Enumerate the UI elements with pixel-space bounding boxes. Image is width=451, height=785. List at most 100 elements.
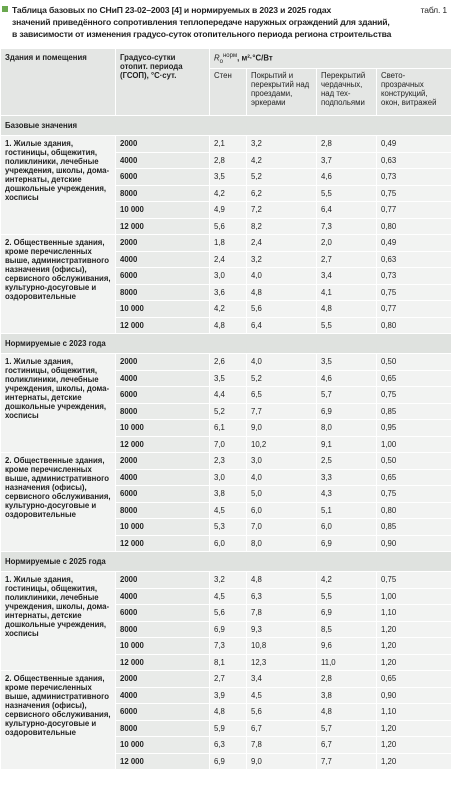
attic-value: 7,3	[316, 217, 377, 235]
gsop-value: 12 000	[115, 653, 210, 671]
walls-value: 3,0	[209, 468, 247, 486]
header-column: Свето-прозрачных конструкций, окон, витр…	[375, 68, 451, 116]
windows-value: 0,63	[375, 250, 451, 268]
windows-value: 0,75	[375, 571, 451, 589]
walls-value: 6,3	[209, 736, 247, 754]
gsop-value: 12 000	[115, 435, 210, 453]
roofs-value: 5,6	[246, 703, 317, 721]
data-row: 4000 3,0 4,0 3,3 0,65	[1, 468, 451, 486]
windows-value: 0,50	[375, 353, 451, 371]
data-row: 8000 4,2 6,2 5,5 0,75	[1, 184, 451, 202]
roofs-value: 5,2	[246, 369, 317, 387]
attic-value: 4,8	[316, 300, 377, 318]
gsop-value: 12 000	[115, 752, 210, 770]
gsop-value: 2000	[115, 670, 210, 688]
roofs-value: 4,5	[246, 686, 317, 704]
gsop-value: 2000	[115, 571, 210, 589]
walls-value: 4,8	[209, 703, 247, 721]
attic-value: 6,4	[316, 201, 377, 219]
attic-value: 4,2	[316, 571, 377, 589]
gsop-value: 10 000	[115, 637, 210, 655]
r-sup: норм	[222, 53, 238, 59]
group-label: 1. Жилые здания, гостиницы, общежития, п…	[0, 571, 116, 671]
gsop-value: 4000	[115, 151, 210, 169]
roofs-value: 5,2	[246, 168, 317, 186]
attic-value: 9,1	[316, 435, 377, 453]
windows-value: 1,10	[375, 703, 451, 721]
gsop-value: 12 000	[115, 534, 210, 552]
windows-value: 1,20	[375, 719, 451, 737]
roofs-value: 4,8	[246, 283, 317, 301]
attic-value: 5,5	[316, 316, 377, 334]
group-label: 1. Жилые здания, гостиницы, общежития, п…	[0, 353, 116, 453]
data-row: 6000 3,0 4,0 3,4 0,73	[1, 267, 451, 285]
section-title: Базовые значения	[0, 115, 451, 136]
windows-value: 0,75	[375, 386, 451, 404]
windows-value: 0,85	[375, 402, 451, 420]
group-label: 2. Общественные здания, кроме перечислен…	[0, 234, 116, 334]
walls-value: 2,8	[209, 151, 247, 169]
header-resistance: Rонорм, м²·°С/Вт	[208, 48, 451, 69]
gsop-value: 6000	[115, 267, 210, 285]
walls-value: 2,3	[209, 452, 247, 470]
roofs-value: 9,0	[246, 419, 317, 437]
walls-value: 2,7	[209, 670, 247, 688]
walls-value: 7,0	[209, 435, 247, 453]
gsop-value: 4000	[115, 369, 210, 387]
data-row: 1. Жилые здания, гостиницы, общежития, п…	[0, 571, 451, 671]
data-row: 10 000 6,3 7,8 6,7 1,20	[1, 736, 451, 754]
windows-value: 0,65	[375, 468, 451, 486]
attic-value: 4,6	[316, 369, 377, 387]
roofs-value: 2,4	[246, 234, 317, 252]
roofs-value: 6,0	[246, 501, 317, 519]
attic-value: 7,7	[316, 752, 377, 770]
walls-value: 2,1	[209, 135, 247, 153]
data-row: 10 000 5,3 7,0 6,0 0,85	[1, 518, 451, 536]
walls-value: 6,1	[209, 419, 247, 437]
roofs-value: 5,6	[246, 300, 317, 318]
roofs-value: 4,0	[246, 468, 317, 486]
gsop-value: 10 000	[115, 419, 210, 437]
windows-value: 1,00	[375, 435, 451, 453]
walls-value: 6,0	[209, 534, 247, 552]
gsop-value: 12 000	[115, 217, 210, 235]
walls-value: 4,9	[209, 201, 247, 219]
attic-value: 6,9	[316, 534, 377, 552]
windows-value: 0,65	[375, 670, 451, 688]
roofs-value: 7,0	[246, 518, 317, 536]
walls-value: 4,5	[209, 501, 247, 519]
data-row: 8000 4,5 6,0 5,1 0,80	[1, 501, 451, 519]
windows-value: 0,63	[375, 151, 451, 169]
roofs-value: 7,7	[246, 402, 317, 420]
attic-value: 3,5	[316, 353, 377, 371]
gsop-value: 4000	[115, 686, 210, 704]
attic-value: 5,1	[316, 501, 377, 519]
group-label: 1. Жилые здания, гостиницы, общежития, п…	[0, 135, 116, 235]
gsop-value: 8000	[115, 184, 210, 202]
attic-value: 2,5	[316, 452, 377, 470]
walls-value: 8,1	[209, 653, 247, 671]
roofs-value: 8,2	[246, 217, 317, 235]
roofs-value: 4,2	[246, 151, 317, 169]
windows-value: 1,20	[375, 637, 451, 655]
walls-value: 5,9	[209, 719, 247, 737]
header-buildings: Здания и помещения	[0, 48, 116, 116]
gsop-value: 4000	[115, 468, 210, 486]
windows-value: 0,80	[375, 316, 451, 334]
attic-value: 4,6	[316, 168, 377, 186]
group-label: 2. Общественные здания, кроме перечислен…	[0, 452, 116, 552]
caption-marker	[2, 6, 8, 12]
windows-value: 0,90	[375, 534, 451, 552]
gsop-value: 4000	[115, 587, 210, 605]
data-row: 12 000 5,6 8,2 7,3 0,80	[1, 217, 451, 235]
data-row: 1. Жилые здания, гостиницы, общежития, п…	[0, 353, 451, 453]
gsop-value: 10 000	[115, 300, 210, 318]
roofs-value: 6,5	[246, 386, 317, 404]
table-caption: табл. 1 Таблица базовых по СНиП 23-02–20…	[0, 0, 451, 48]
walls-value: 3,0	[209, 267, 247, 285]
roofs-value: 6,3	[246, 587, 317, 605]
walls-value: 2,6	[209, 353, 247, 371]
attic-value: 3,8	[316, 686, 377, 704]
data-row: 8000 6,9 9,3 8,5 1,20	[1, 620, 451, 638]
attic-value: 2,8	[316, 670, 377, 688]
